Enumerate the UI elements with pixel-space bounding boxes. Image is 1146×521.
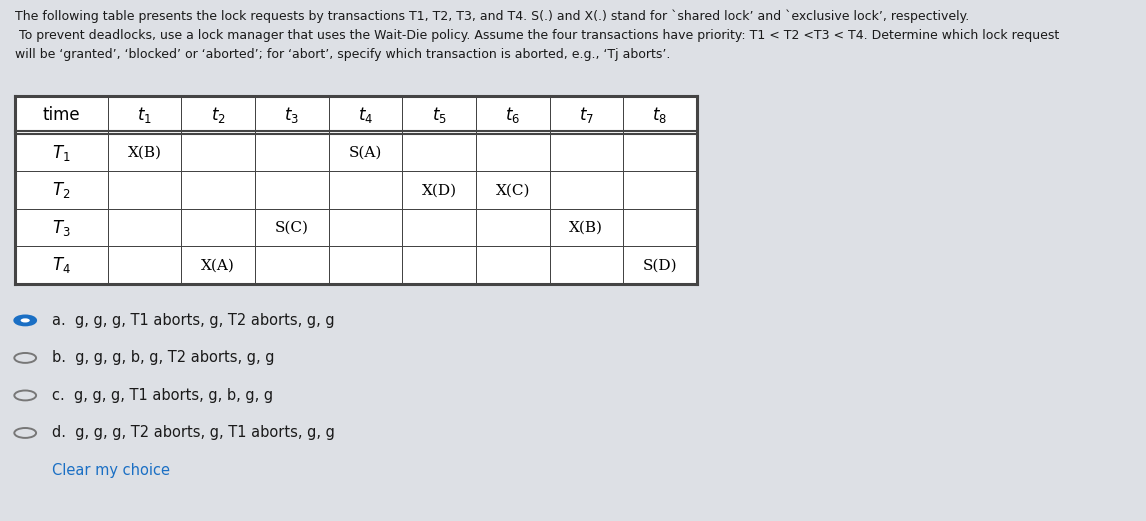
Text: X(D): X(D) xyxy=(422,183,456,197)
Text: d.  g, g, g, T2 aborts, g, T1 aborts, g, g: d. g, g, g, T2 aborts, g, T1 aborts, g, … xyxy=(52,426,335,440)
Text: b.  g, g, g, b, g, T2 aborts, g, g: b. g, g, g, b, g, T2 aborts, g, g xyxy=(52,351,274,365)
Text: X(A): X(A) xyxy=(202,258,235,272)
Text: $T_1$: $T_1$ xyxy=(52,143,71,163)
Text: $T_2$: $T_2$ xyxy=(52,180,71,200)
Text: $t_2$: $t_2$ xyxy=(211,105,226,125)
Text: Clear my choice: Clear my choice xyxy=(52,463,170,478)
Text: To prevent deadlocks, use a lock manager that uses the Wait-Die policy. Assume t: To prevent deadlocks, use a lock manager… xyxy=(15,29,1059,42)
Text: $t_5$: $t_5$ xyxy=(432,105,447,125)
Text: $T_4$: $T_4$ xyxy=(52,255,71,275)
Text: $t_3$: $t_3$ xyxy=(284,105,299,125)
Text: $t_7$: $t_7$ xyxy=(579,105,594,125)
Text: X(B): X(B) xyxy=(127,146,162,159)
Text: c.  g, g, g, T1 aborts, g, b, g, g: c. g, g, g, T1 aborts, g, b, g, g xyxy=(52,388,273,403)
Text: will be ‘granted’, ‘blocked’ or ‘aborted’; for ‘abort’, specify which transactio: will be ‘granted’, ‘blocked’ or ‘aborted… xyxy=(15,48,670,61)
Text: The following table presents the lock requests by transactions T1, T2, T3, and T: The following table presents the lock re… xyxy=(15,9,970,23)
Text: S(D): S(D) xyxy=(643,258,677,272)
Text: a.  g, g, g, T1 aborts, g, T2 aborts, g, g: a. g, g, g, T1 aborts, g, T2 aborts, g, … xyxy=(52,313,335,328)
Text: time: time xyxy=(42,106,80,124)
Text: S(C): S(C) xyxy=(275,221,308,234)
Text: $T_3$: $T_3$ xyxy=(52,218,71,238)
Text: S(A): S(A) xyxy=(348,146,382,159)
Text: $t_1$: $t_1$ xyxy=(138,105,152,125)
Text: $t_6$: $t_6$ xyxy=(505,105,520,125)
Text: X(C): X(C) xyxy=(495,183,529,197)
Text: $t_4$: $t_4$ xyxy=(358,105,374,125)
Text: $t_8$: $t_8$ xyxy=(652,105,667,125)
Text: X(B): X(B) xyxy=(570,221,603,234)
